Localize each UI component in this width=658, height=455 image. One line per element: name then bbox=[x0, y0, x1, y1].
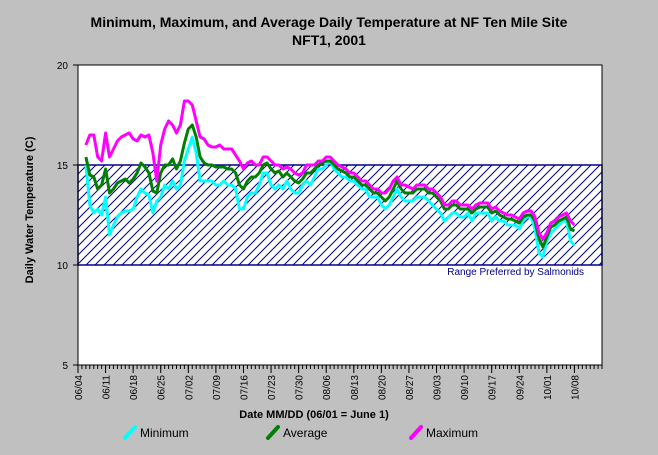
series-line-average bbox=[84, 123, 576, 249]
legend-swatch-maximum bbox=[409, 425, 423, 440]
legend-label-average: Average bbox=[283, 426, 328, 440]
plot-frame bbox=[77, 64, 603, 366]
x-tick-label: 08/27 bbox=[405, 375, 416, 400]
legend-swatch-average bbox=[266, 425, 280, 440]
chart-title: Minimum, Maximum, and Average Daily Temp… bbox=[91, 14, 568, 30]
series-line-maximum bbox=[84, 99, 576, 241]
x-tick-label: 10/01 bbox=[543, 375, 554, 400]
x-tick-label: 07/02 bbox=[184, 375, 195, 400]
x-tick-label: 08/06 bbox=[322, 375, 333, 400]
y-tick-label: 20 bbox=[57, 61, 69, 72]
x-tick-label: 07/09 bbox=[212, 375, 223, 400]
x-axis-label: Date MM/DD (06/01 = June 1) bbox=[239, 409, 389, 421]
legend-swatch-minimum bbox=[123, 425, 137, 440]
chart-subtitle: NFT1, 2001 bbox=[292, 32, 366, 48]
x-tick-label: 10/08 bbox=[570, 375, 581, 400]
x-tick-label: 09/17 bbox=[488, 375, 499, 400]
x-tick-label: 06/11 bbox=[102, 375, 113, 400]
y-tick-label: 15 bbox=[57, 161, 69, 172]
x-tick-label: 07/30 bbox=[295, 375, 306, 400]
legend-label-minimum: Minimum bbox=[140, 426, 189, 440]
x-tick-label: 06/25 bbox=[157, 375, 168, 400]
x-tick-label: 08/13 bbox=[350, 375, 361, 400]
x-tick-label: 08/20 bbox=[377, 375, 388, 400]
x-tick-label: 09/03 bbox=[433, 375, 444, 400]
legend: Minimum Average Maximum bbox=[123, 425, 478, 440]
y-tick-label: 10 bbox=[57, 261, 69, 272]
x-tick-label: 06/04 bbox=[74, 375, 85, 400]
preferred-range-label: Range Preferred by Salmonids bbox=[447, 267, 584, 278]
legend-label-maximum: Maximum bbox=[426, 426, 478, 440]
y-axis-label: Daily Water Temperature (C) bbox=[24, 136, 36, 283]
x-tick-label: 07/16 bbox=[239, 375, 250, 400]
y-tick-label: 5 bbox=[62, 361, 68, 372]
x-tick-label: 09/24 bbox=[515, 375, 526, 400]
x-tick-label: 06/18 bbox=[129, 375, 140, 400]
x-tick-label: 09/10 bbox=[460, 375, 471, 400]
x-tick-label: 07/23 bbox=[267, 375, 278, 400]
